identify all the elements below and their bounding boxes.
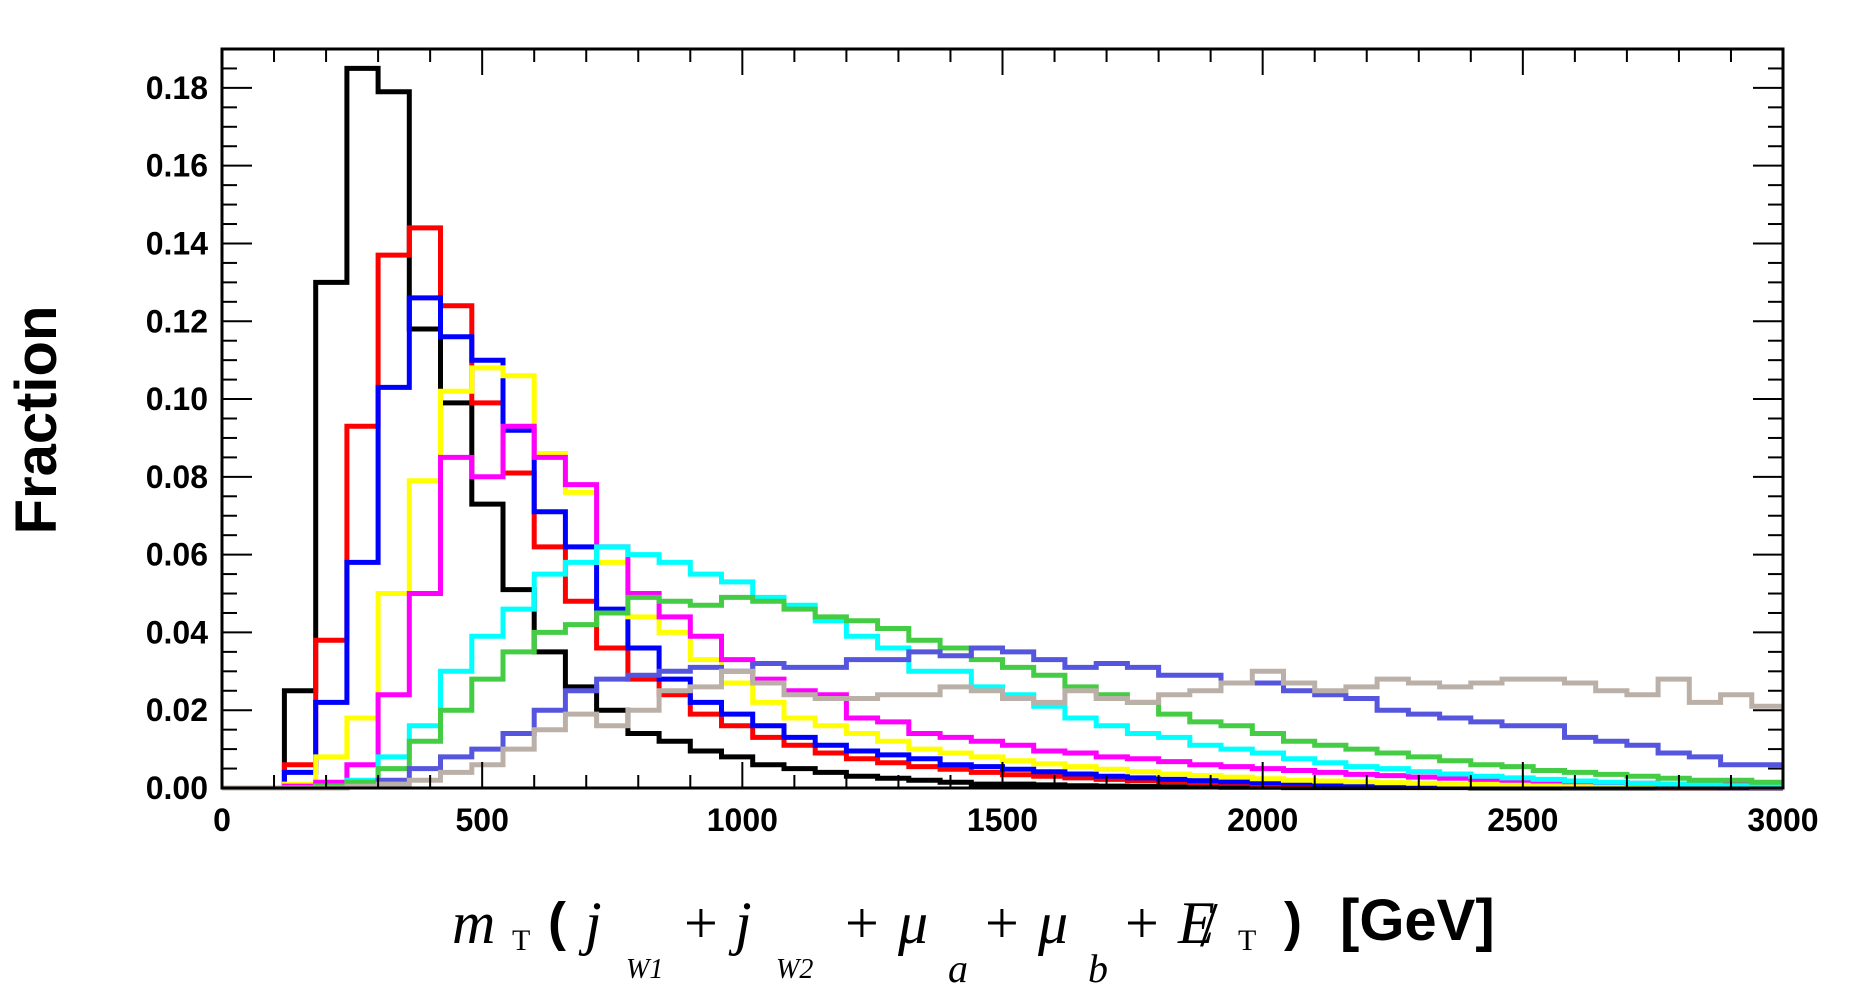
series-layer xyxy=(222,65,1783,791)
x-label-plus-4: + xyxy=(1125,890,1159,956)
x-label-w2: W2 xyxy=(776,954,813,985)
y-tick-label: 0.08 xyxy=(146,459,208,495)
x-label-a-sub: a xyxy=(948,946,968,991)
x-tick-label: 1000 xyxy=(707,802,778,838)
axes-layer xyxy=(220,47,1785,790)
x-label-plus-2: + xyxy=(845,890,879,956)
x-label-mu-b: μ xyxy=(1037,890,1068,956)
x-label-E: E xyxy=(1177,890,1215,956)
x-label-m: m xyxy=(452,890,495,956)
x-label-plus-1: + xyxy=(684,890,718,956)
x-label-rparen: ) xyxy=(1284,892,1302,952)
y-tick-label: 0.02 xyxy=(146,692,208,728)
x-label-mu-a: μ xyxy=(897,890,928,956)
x-label-unit: [GeV] xyxy=(1340,888,1495,953)
y-tick-label: 0.18 xyxy=(146,70,208,106)
x-tick-label: 2500 xyxy=(1487,802,1558,838)
x-tick-label: 0 xyxy=(213,802,231,838)
series-cyan-histogram xyxy=(222,544,1783,791)
x-label-T-sub-2: T xyxy=(1238,924,1256,957)
x-label-lparen: ( xyxy=(548,892,566,952)
x-tick-label: 500 xyxy=(455,802,508,838)
series-green-histogram xyxy=(222,594,1783,791)
y-tick-label: 0.00 xyxy=(146,770,208,806)
x-tick-label: 2000 xyxy=(1227,802,1298,838)
series-gray-histogram xyxy=(222,668,1783,791)
series-slate-blue-histogram xyxy=(222,645,1783,791)
x-tick-label: 3000 xyxy=(1747,802,1818,838)
y-tick-label: 0.04 xyxy=(146,614,208,650)
y-tick-label: 0.12 xyxy=(146,303,208,339)
y-tick-label: 0.06 xyxy=(146,537,208,573)
y-tick-label: 0.16 xyxy=(146,148,208,184)
tick-labels: 0 500 1000 1500 2000 2500 3000 0.00 0.02 0.04 0.06… xyxy=(146,70,1819,838)
x-label-b-sub: b xyxy=(1088,946,1108,991)
x-axis-label: m T ( j W1 + j W2 + μ a + μ b + E / T ) … xyxy=(452,888,1495,991)
series-yellow-histogram xyxy=(222,365,1783,791)
x-label-slash: / xyxy=(1200,889,1218,960)
x-label-w1: W1 xyxy=(626,954,663,985)
y-tick-label: 0.14 xyxy=(146,225,208,261)
x-tick-label: 1500 xyxy=(967,802,1038,838)
y-axis-label: Fraction xyxy=(4,306,69,535)
x-label-plus-3: + xyxy=(985,890,1019,956)
y-tick-label: 0.10 xyxy=(146,381,208,417)
x-label-T-sub: T xyxy=(512,924,530,957)
